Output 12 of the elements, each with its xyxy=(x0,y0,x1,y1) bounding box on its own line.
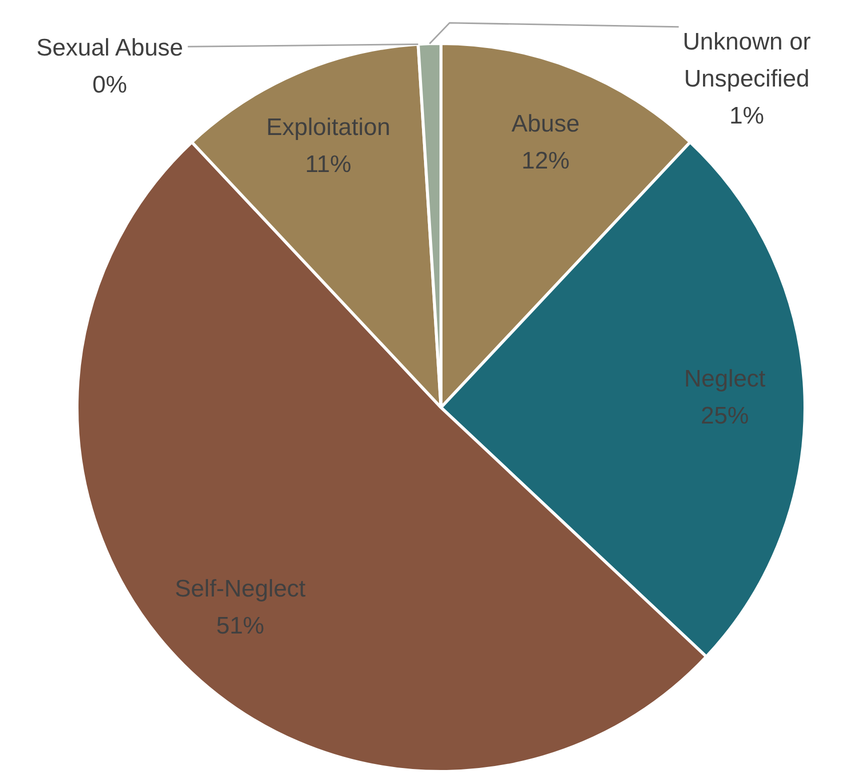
data-label: 12% xyxy=(521,148,570,175)
data-label: 11% xyxy=(305,151,352,178)
data-label: 25% xyxy=(700,402,749,430)
category-label: Sexual Abuse xyxy=(36,34,184,62)
slice-label: Neglect xyxy=(684,366,766,393)
slice-label: Exploitation xyxy=(266,114,390,142)
data-label: 1% xyxy=(729,102,764,130)
slice-label: Unknown or Unspecified xyxy=(682,28,811,93)
slice-label: Self-Neglect xyxy=(174,575,306,602)
slice-label: Abuse xyxy=(511,110,580,138)
text: 0% xyxy=(92,71,128,98)
data-label: 51% xyxy=(216,612,264,640)
